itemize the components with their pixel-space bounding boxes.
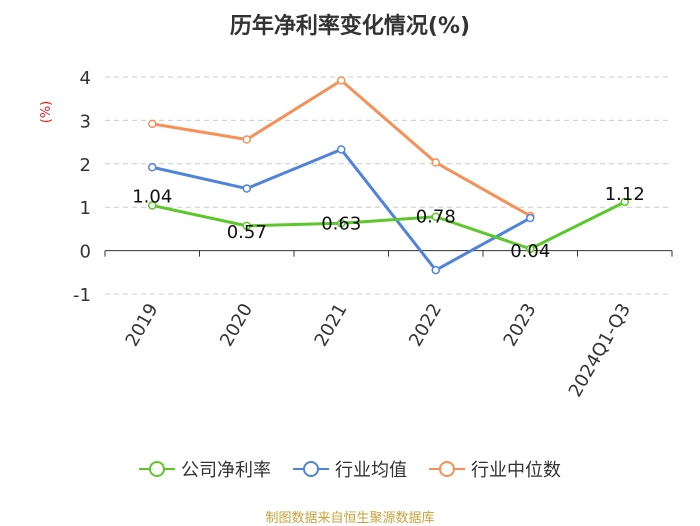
data-point	[242, 184, 251, 193]
data-point	[148, 163, 157, 172]
series-lines	[148, 76, 629, 275]
legend: 公司净利率 行业均值 行业中位数	[0, 456, 700, 482]
data-point	[431, 158, 440, 167]
data-label: 1.12	[605, 184, 645, 205]
y-tick-label: 0	[80, 242, 91, 263]
data-label: 0.04	[510, 241, 550, 262]
source-note: 制图数据来自恒生聚源数据库	[265, 511, 435, 526]
series-line	[151, 147, 531, 272]
data-point	[148, 119, 157, 129]
legend-label: 行业中位数	[471, 460, 561, 481]
data-label: 1.04	[132, 186, 172, 207]
y-axis-title: (%)	[39, 101, 54, 124]
data-label: 0.57	[227, 222, 267, 243]
axes: 4 3 2 1 0 -1 (%) 2019 2020 2021 2022 2023 2024Q1-Q3	[39, 68, 673, 401]
legend-label: 公司净利率	[181, 460, 271, 481]
y-tick-label: -1	[73, 285, 91, 306]
data-point	[526, 244, 535, 254]
data-point	[620, 197, 629, 207]
legend-item-company[interactable]: 公司净利率	[139, 456, 271, 482]
legend-marker-icon	[139, 461, 175, 477]
x-tick-label: 2019	[121, 300, 162, 350]
x-tick-label: 2024Q1-Q3	[565, 300, 635, 401]
legend-marker-icon	[293, 461, 329, 477]
data-label: 0.78	[416, 207, 456, 228]
y-tick-label: 3	[80, 111, 91, 132]
y-tick-label: 4	[80, 68, 91, 89]
data-point	[242, 221, 251, 231]
gridlines	[105, 76, 672, 295]
x-tick-label: 2021	[310, 300, 351, 350]
data-point	[431, 212, 440, 221]
y-tick-label: 2	[80, 155, 91, 176]
data-labels: 1.04 0.57 0.63 0.78 0.04 1.12	[132, 184, 645, 262]
y-tick-label: 1	[80, 198, 91, 219]
x-tick-label: 2023	[499, 300, 540, 350]
legend-item-industry-median[interactable]: 行业中位数	[429, 456, 561, 482]
data-point	[337, 219, 346, 228]
chart-title: 历年净利率变化情况(%)	[229, 14, 471, 39]
series-line	[151, 200, 626, 251]
legend-item-industry-average[interactable]: 行业均值	[293, 456, 407, 482]
legend-label: 行业均值	[335, 460, 407, 481]
data-point	[242, 135, 251, 144]
legend-marker-icon	[429, 461, 465, 477]
data-point	[337, 145, 346, 154]
data-point	[526, 213, 535, 223]
x-tick-label: 2020	[216, 300, 257, 350]
data-label: 0.63	[321, 213, 361, 234]
data-point	[148, 201, 157, 210]
data-point	[431, 265, 440, 275]
x-tick-label: 2022	[405, 300, 446, 350]
data-point	[337, 76, 346, 85]
